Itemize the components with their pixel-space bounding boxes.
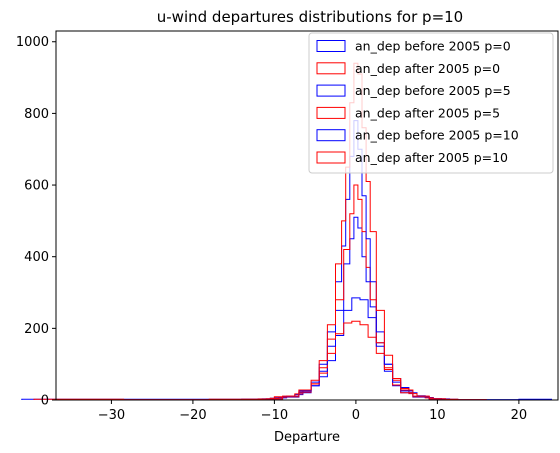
y-tick-label: 0 bbox=[41, 394, 49, 409]
series-1-step-line bbox=[33, 320, 487, 401]
legend-swatch bbox=[316, 40, 346, 52]
plot-frame bbox=[55, 30, 559, 401]
legend-swatch bbox=[316, 151, 346, 164]
legend: an_dep before 2005 p=0 an_dep after 2005 … bbox=[308, 32, 554, 174]
y-tick-label: 1000 bbox=[16, 35, 49, 50]
x-tick-label: −20 bbox=[179, 408, 206, 423]
legend-label: an_dep before 2005 p=5 bbox=[355, 83, 511, 98]
series-3-step-line bbox=[241, 184, 446, 400]
y-axis-ticks: 0 200 400 600 800 1000 bbox=[16, 35, 56, 409]
x-axis-ticks: −30 −20 −10 0 10 20 bbox=[98, 400, 527, 423]
legend-swatch bbox=[316, 62, 346, 75]
x-tick-label: 0 bbox=[352, 408, 360, 423]
x-tick-label: −10 bbox=[261, 408, 288, 423]
legend-swatch bbox=[316, 129, 346, 142]
y-tick-label: 600 bbox=[24, 179, 49, 194]
y-tick-label: 800 bbox=[24, 107, 49, 122]
x-tick-label: 10 bbox=[429, 408, 446, 423]
legend-label: an_dep after 2005 p=10 bbox=[355, 150, 508, 165]
y-tick-label: 400 bbox=[24, 250, 49, 265]
y-tick-label: 200 bbox=[24, 322, 49, 337]
series-2-step-line bbox=[241, 216, 446, 400]
legend-swatch bbox=[316, 106, 346, 119]
legend-box bbox=[308, 32, 554, 174]
legend-label: an_dep before 2005 p=0 bbox=[355, 39, 511, 54]
legend-label: an_dep before 2005 p=10 bbox=[355, 128, 519, 143]
x-tick-label: −30 bbox=[98, 408, 125, 423]
legend-swatch bbox=[316, 84, 346, 97]
legend-label: an_dep after 2005 p=5 bbox=[355, 105, 500, 120]
x-axis-label: Departure bbox=[274, 430, 340, 445]
legend-label: an_dep after 2005 p=0 bbox=[355, 61, 500, 76]
series-0-step-line bbox=[21, 297, 552, 401]
chart-title: u-wind departures distributions for p=10 bbox=[157, 8, 463, 26]
x-tick-label: 20 bbox=[511, 408, 528, 423]
